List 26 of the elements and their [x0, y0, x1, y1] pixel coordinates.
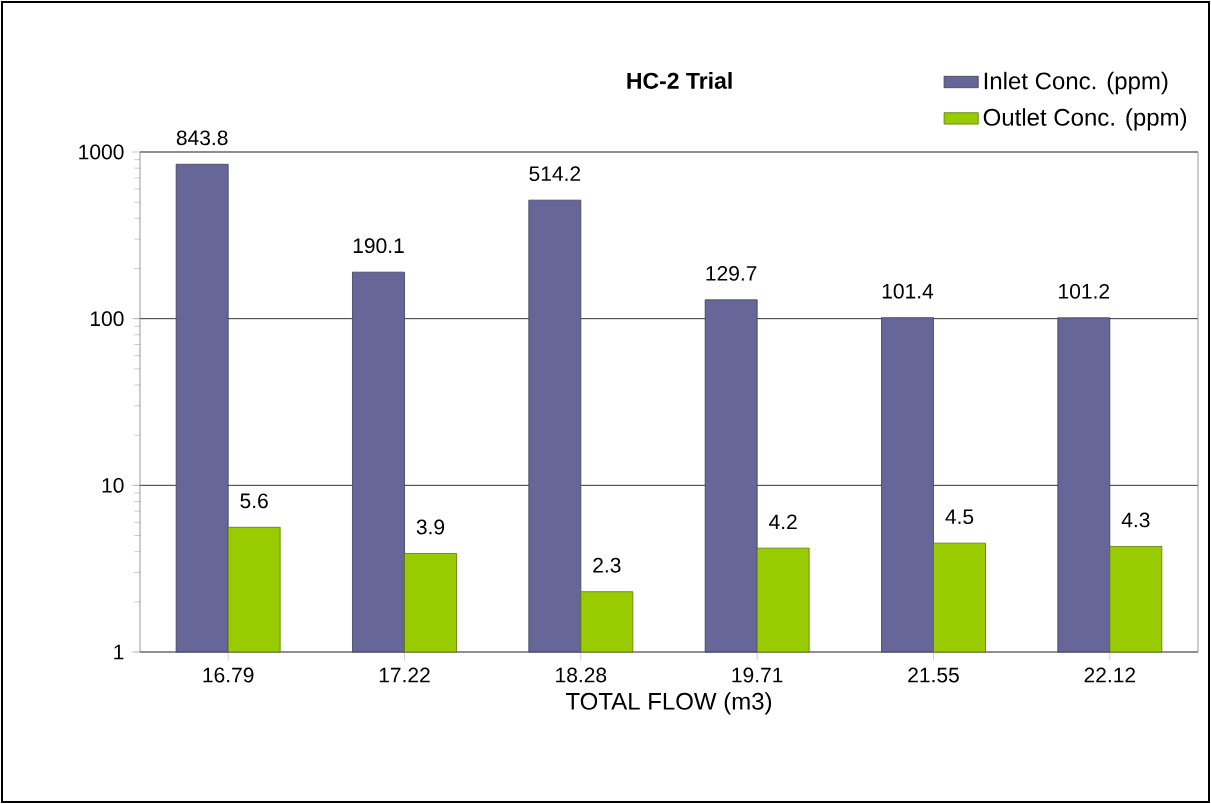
x-tick-label: 17.22 — [379, 667, 430, 683]
y-tick-label: 1000 — [79, 144, 124, 160]
x-tick-label: 22.12 — [1084, 667, 1136, 683]
data-label: 3.9 — [416, 519, 445, 535]
data-label: 4.2 — [769, 514, 797, 530]
data-label: 4.3 — [1121, 512, 1150, 528]
x-tick-label: 19.71 — [732, 667, 783, 683]
legend-label: Inlet Conc. (ppm) — [984, 71, 1168, 95]
data-label: 514.2 — [529, 166, 581, 182]
chart-title: HC-2 Trial — [627, 72, 732, 89]
x-axis-title: TOTAL FLOW (m3) — [565, 692, 772, 715]
y-tick-label: 1 — [114, 644, 124, 660]
data-label: 101.2 — [1059, 283, 1110, 299]
data-label: 129.7 — [706, 265, 757, 281]
data-label: 843.8 — [176, 130, 228, 146]
data-label: 2.3 — [593, 557, 621, 573]
x-tick-label: 21.55 — [908, 667, 959, 683]
legend-label: Outlet Conc. (ppm) — [983, 108, 1187, 131]
data-label: 101.4 — [882, 283, 934, 299]
y-tick-label: 100 — [90, 311, 124, 327]
x-tick-label: 18.28 — [556, 667, 607, 683]
data-label: 5.6 — [240, 493, 268, 509]
data-label: 4.5 — [945, 509, 974, 525]
x-tick-label: 16.79 — [203, 667, 254, 683]
y-tick-label: 10 — [102, 477, 124, 493]
data-label: 190.1 — [353, 238, 404, 254]
